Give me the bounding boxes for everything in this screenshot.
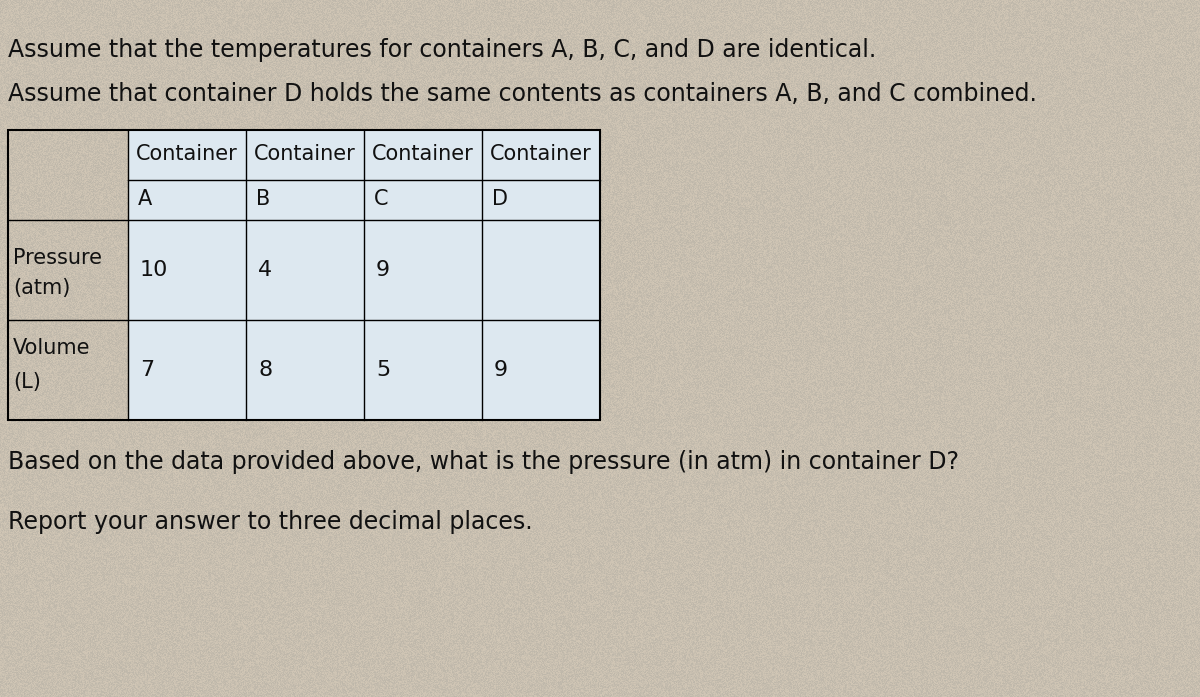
Bar [364, 220, 482, 320]
Text: C: C [374, 190, 389, 209]
Text: Container: Container [254, 144, 356, 164]
Text: Assume that the temperatures for containers A, B, C, and D are identical.: Assume that the temperatures for contain… [8, 38, 876, 62]
Text: D: D [492, 190, 508, 209]
Bar [128, 220, 246, 320]
Text: Assume that container D holds the same contents as containers A, B, and C combin: Assume that container D holds the same c… [8, 82, 1037, 106]
Text: Volume: Volume [13, 338, 90, 358]
Text: Report your answer to three decimal places.: Report your answer to three decimal plac… [8, 510, 533, 534]
Text: 8: 8 [258, 360, 272, 380]
Bar [482, 320, 600, 420]
Text: 5: 5 [376, 360, 390, 380]
Bar [364, 320, 482, 420]
Bar [246, 320, 364, 420]
Text: 10: 10 [140, 260, 168, 280]
Bar [246, 130, 364, 220]
Bar [364, 130, 482, 220]
Bar [128, 130, 246, 220]
Text: B: B [256, 190, 270, 209]
Text: Based on the data provided above, what is the pressure (in atm) in container D?: Based on the data provided above, what i… [8, 450, 959, 474]
Text: (L): (L) [13, 372, 41, 392]
Text: 7: 7 [140, 360, 154, 380]
Text: Container: Container [490, 144, 592, 164]
Bar [246, 220, 364, 320]
Bar [128, 320, 246, 420]
Text: Container: Container [372, 144, 474, 164]
Text: 9: 9 [494, 360, 508, 380]
Text: Container: Container [136, 144, 238, 164]
Text: (atm): (atm) [13, 278, 71, 298]
Text: Pressure: Pressure [13, 248, 102, 268]
Bar [482, 220, 600, 320]
Text: 9: 9 [376, 260, 390, 280]
Bar [482, 130, 600, 220]
Text: 4: 4 [258, 260, 272, 280]
Bar [8, 130, 600, 420]
Text: A: A [138, 190, 152, 209]
